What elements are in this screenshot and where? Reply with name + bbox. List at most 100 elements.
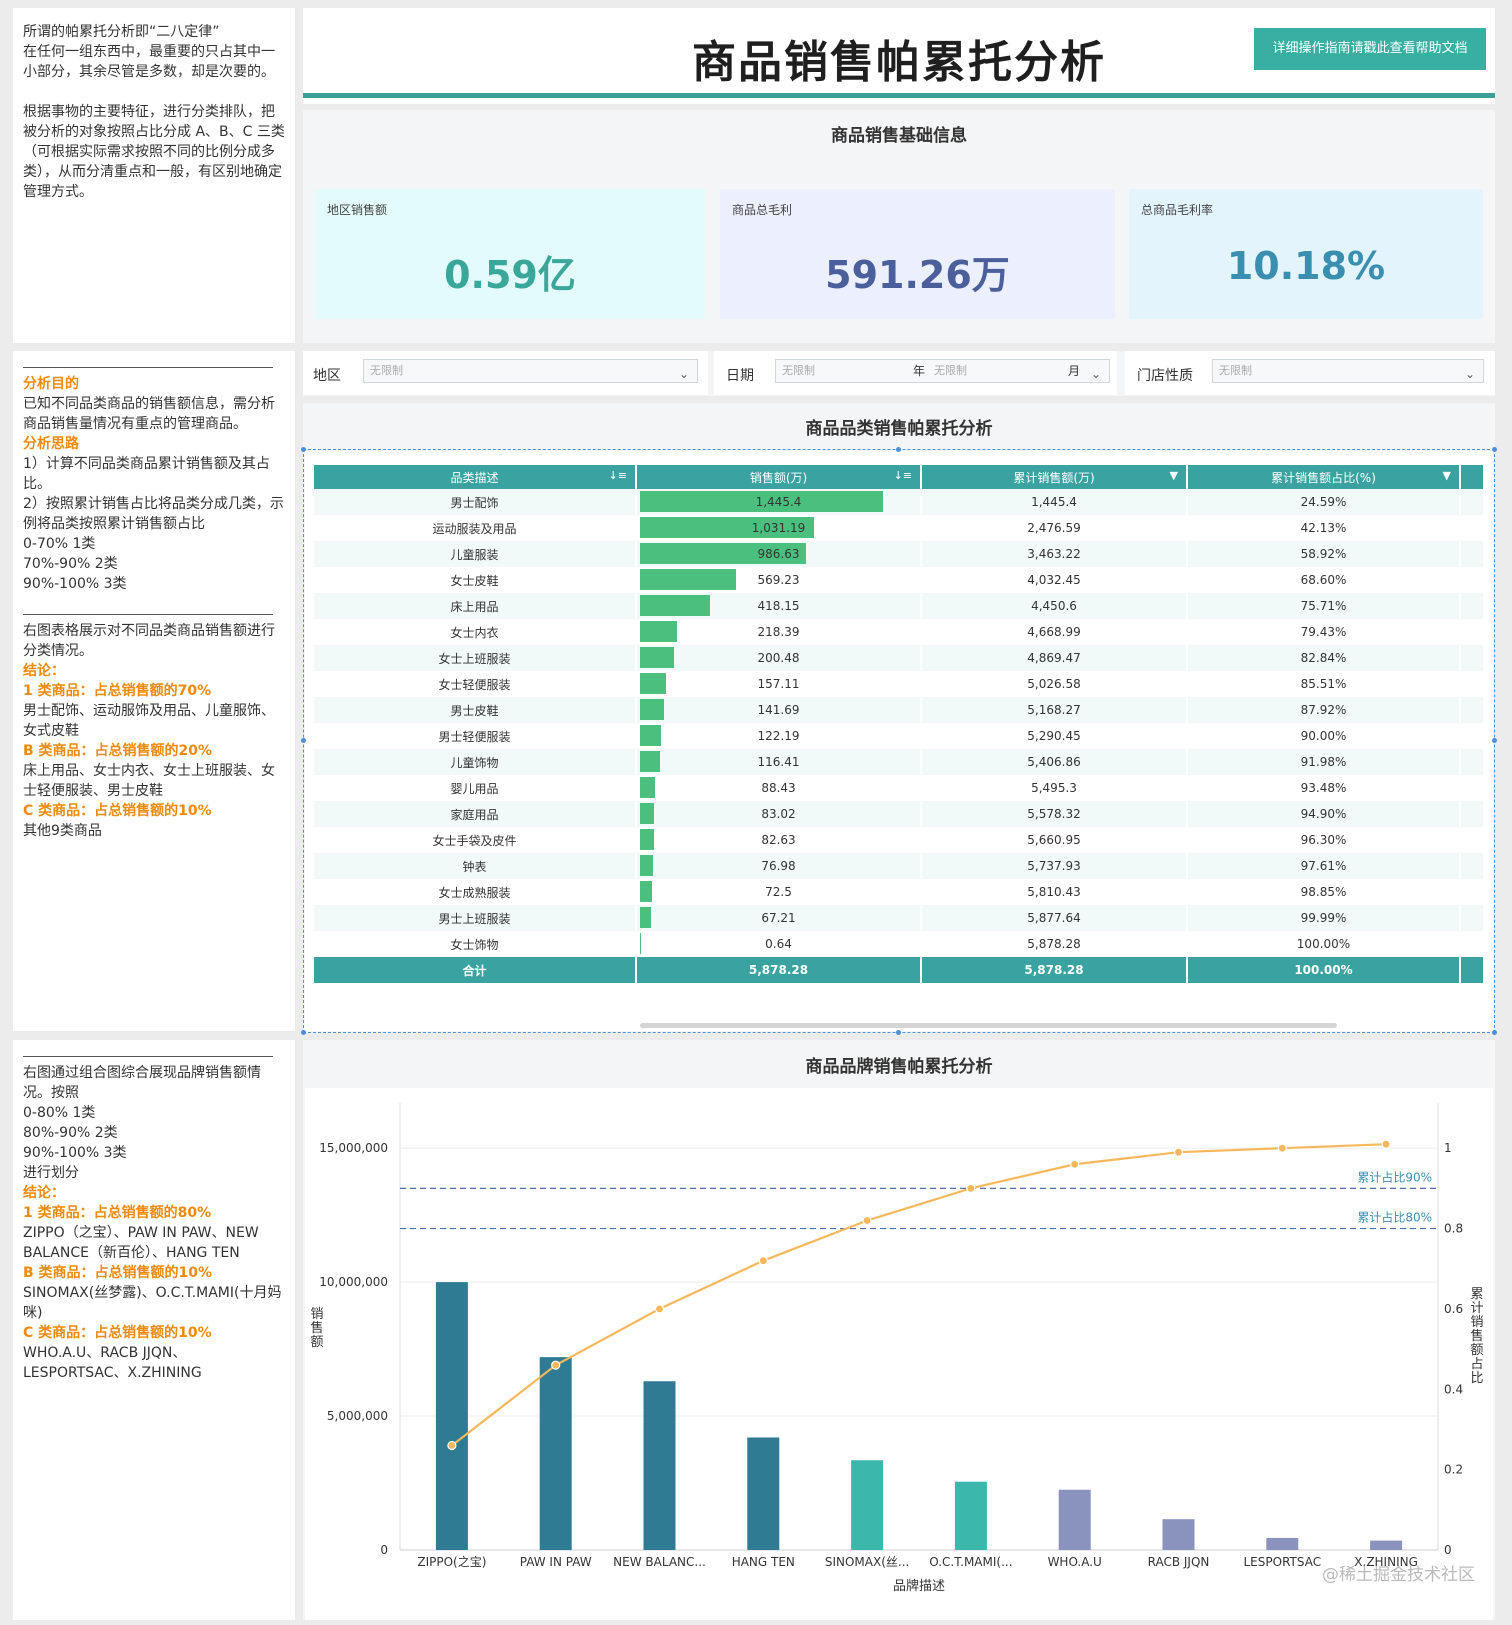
horizontal-scrollbar[interactable]: [640, 1023, 1337, 1028]
bar: [539, 1357, 572, 1550]
category-name: 钟表: [314, 853, 637, 879]
bar: [747, 1437, 780, 1550]
y2-tick-label: 0.4: [1444, 1382, 1463, 1396]
chevron-down-icon: ⌄: [1464, 367, 1475, 381]
y-tick-label: 5,000,000: [327, 1409, 388, 1423]
year-select-value[interactable]: 无限制: [782, 364, 815, 377]
sales-cell: 1,031.19: [636, 515, 922, 541]
purpose-text: 已知不同品类商品的销售额信息，需分析商品销售量情况有重点的管理商品。: [23, 396, 275, 432]
resize-handle[interactable]: [1492, 447, 1497, 452]
brand-desc-line: 右图通过组合图综合展现品牌销售额情况。按照: [23, 1065, 261, 1101]
table-row[interactable]: 运动服装及用品 1,031.19 2,476.59 42.13%: [314, 515, 1485, 541]
help-doc-button[interactable]: 详细操作指南请戳此查看帮助文档: [1254, 28, 1486, 70]
x-tick-label: NEW BALANC...: [613, 1555, 706, 1569]
row-spacer: [1460, 775, 1485, 801]
table-row[interactable]: 女士皮鞋 569.23 4,032.45 68.60%: [314, 567, 1485, 593]
table-row[interactable]: 婴儿用品 88.43 5,495.3 93.48%: [314, 775, 1485, 801]
resize-handle[interactable]: [301, 738, 306, 743]
table-row[interactable]: 女士手袋及皮件 82.63 5,660.95 96.30%: [314, 827, 1485, 853]
class-a-title: 1 类商品：占总销售额的70%: [23, 683, 212, 699]
col-header-sales[interactable]: 销售额(万) ↓≡: [636, 465, 922, 489]
class-c-text: 其他9类商品: [23, 823, 102, 839]
class-a-title: 1 类商品：占总销售额的80%: [23, 1205, 212, 1221]
table-row[interactable]: 男士轻便服装 122.19 5,290.45 90.00%: [314, 723, 1485, 749]
class-c-title: C 类商品：占总销售额的10%: [23, 803, 212, 819]
cum-sales-value: 5,737.93: [921, 853, 1188, 879]
reference-line-label: 累计占比90%: [1357, 1169, 1432, 1184]
cum-pct-value: 42.13%: [1187, 515, 1461, 541]
kpi-margin-rate: 总商品毛利率 10.18%: [1129, 189, 1483, 319]
total-label: 合计: [314, 957, 637, 983]
table-row[interactable]: 女士上班服装 200.48 4,869.47 82.84%: [314, 645, 1485, 671]
kpi-value: 10.18%: [1226, 244, 1386, 288]
cum-sales-value: 3,463.22: [921, 541, 1188, 567]
resize-handle[interactable]: [301, 1030, 306, 1035]
row-spacer: [1460, 931, 1485, 957]
table-row[interactable]: 女士饰物 0.64 5,878.28 100.00%: [314, 931, 1485, 957]
table-row[interactable]: 女士内衣 218.39 4,668.99 79.43%: [314, 619, 1485, 645]
cum-pct-value: 100.00%: [1187, 931, 1461, 957]
resize-handle[interactable]: [896, 447, 901, 452]
resize-handle[interactable]: [1492, 738, 1497, 743]
y-axis-title-char: 销: [310, 1307, 323, 1322]
store-select[interactable]: 无限制 ⌄: [1212, 359, 1484, 383]
region-select[interactable]: 无限制 ⌄: [363, 359, 698, 383]
resize-handle[interactable]: [301, 447, 306, 452]
sales-value: 88.43: [761, 781, 796, 795]
class-b-title: B 类商品：占总销售额的20%: [23, 743, 213, 759]
col-header-cum-sales[interactable]: 累计销售额(万) ▼: [921, 465, 1188, 489]
row-spacer: [1460, 957, 1485, 983]
y2-axis-title-char: 比: [1470, 1371, 1483, 1386]
kpi-label: 总商品毛利率: [1141, 203, 1214, 217]
table-row[interactable]: 女士轻便服装 157.11 5,026.58 85.51%: [314, 671, 1485, 697]
cum-pct-value: 99.99%: [1187, 905, 1461, 931]
bar: [1266, 1537, 1299, 1550]
table-row[interactable]: 儿童服装 986.63 3,463.22 58.92%: [314, 541, 1485, 567]
table-row[interactable]: 儿童饰物 116.41 5,406.86 91.98%: [314, 749, 1485, 775]
sales-cell: 157.11: [636, 671, 922, 697]
cumulative-point: [447, 1440, 457, 1451]
y2-tick-label: 0.2: [1444, 1463, 1463, 1477]
sales-value: 418.15: [757, 599, 800, 613]
sort-icon[interactable]: ↓≡: [893, 469, 912, 482]
reference-line-label: 累计占比80%: [1357, 1210, 1432, 1225]
month-unit: 月: [1068, 364, 1081, 378]
resize-handle[interactable]: [896, 1030, 901, 1035]
region-filter-label: 地区: [313, 368, 341, 384]
bar: [1058, 1489, 1091, 1550]
filter-icon[interactable]: ▼: [1169, 469, 1178, 482]
sales-bar: [640, 569, 736, 590]
filter-icon[interactable]: ▼: [1442, 469, 1451, 482]
date-select[interactable]: 无限制 年 无限制 月 ⌄: [775, 359, 1110, 383]
kpi-value: 591.26万: [825, 253, 1010, 297]
resize-handle[interactable]: [1492, 1030, 1497, 1035]
y2-tick-label: 0.8: [1444, 1222, 1463, 1236]
year-unit: 年: [913, 364, 926, 378]
category-name: 男士皮鞋: [314, 697, 637, 723]
sales-bar: [640, 881, 653, 902]
table-row[interactable]: 男士皮鞋 141.69 5,168.27 87.92%: [314, 697, 1485, 723]
sort-icon[interactable]: ↓≡: [608, 469, 627, 482]
table-row[interactable]: 男士配饰 1,445.4 1,445.4 24.59%: [314, 489, 1485, 515]
intro-line-2: 在任何一组东西中，最重要的只占其中一小部分，其余尽管是多数，却是次要的。: [23, 44, 275, 80]
sales-cell: 418.15: [636, 593, 922, 619]
cum-sales-value: 5,660.95: [921, 827, 1188, 853]
bar: [1162, 1519, 1195, 1550]
table-row[interactable]: 家庭用品 83.02 5,578.32 94.90%: [314, 801, 1485, 827]
col-header-category[interactable]: 品类描述 ↓≡: [314, 465, 637, 489]
sales-cell: 67.21: [636, 905, 922, 931]
category-table-title: 商品品类销售帕累托分析: [805, 419, 993, 439]
intro-line-1: 所谓的帕累托分析即“二八定律”: [23, 24, 220, 40]
table-row[interactable]: 钟表 76.98 5,737.93 97.61%: [314, 853, 1485, 879]
month-select-value[interactable]: 无限制: [934, 364, 967, 377]
y2-tick-label: 0: [1444, 1543, 1452, 1557]
category-name: 女士手袋及皮件: [314, 827, 637, 853]
selection-frame: [303, 449, 1495, 1033]
table-row[interactable]: 男士上班服装 67.21 5,877.64 99.99%: [314, 905, 1485, 931]
col-header-cum-pct[interactable]: 累计销售额占比(%) ▼: [1187, 465, 1461, 489]
table-row[interactable]: 女士成熟服装 72.5 5,810.43 98.85%: [314, 879, 1485, 905]
table-row[interactable]: 床上用品 418.15 4,450.6 75.71%: [314, 593, 1485, 619]
category-name: 婴儿用品: [314, 775, 637, 801]
sales-cell: 200.48: [636, 645, 922, 671]
brand-desc-line: 0-80% 1类: [23, 1105, 96, 1121]
